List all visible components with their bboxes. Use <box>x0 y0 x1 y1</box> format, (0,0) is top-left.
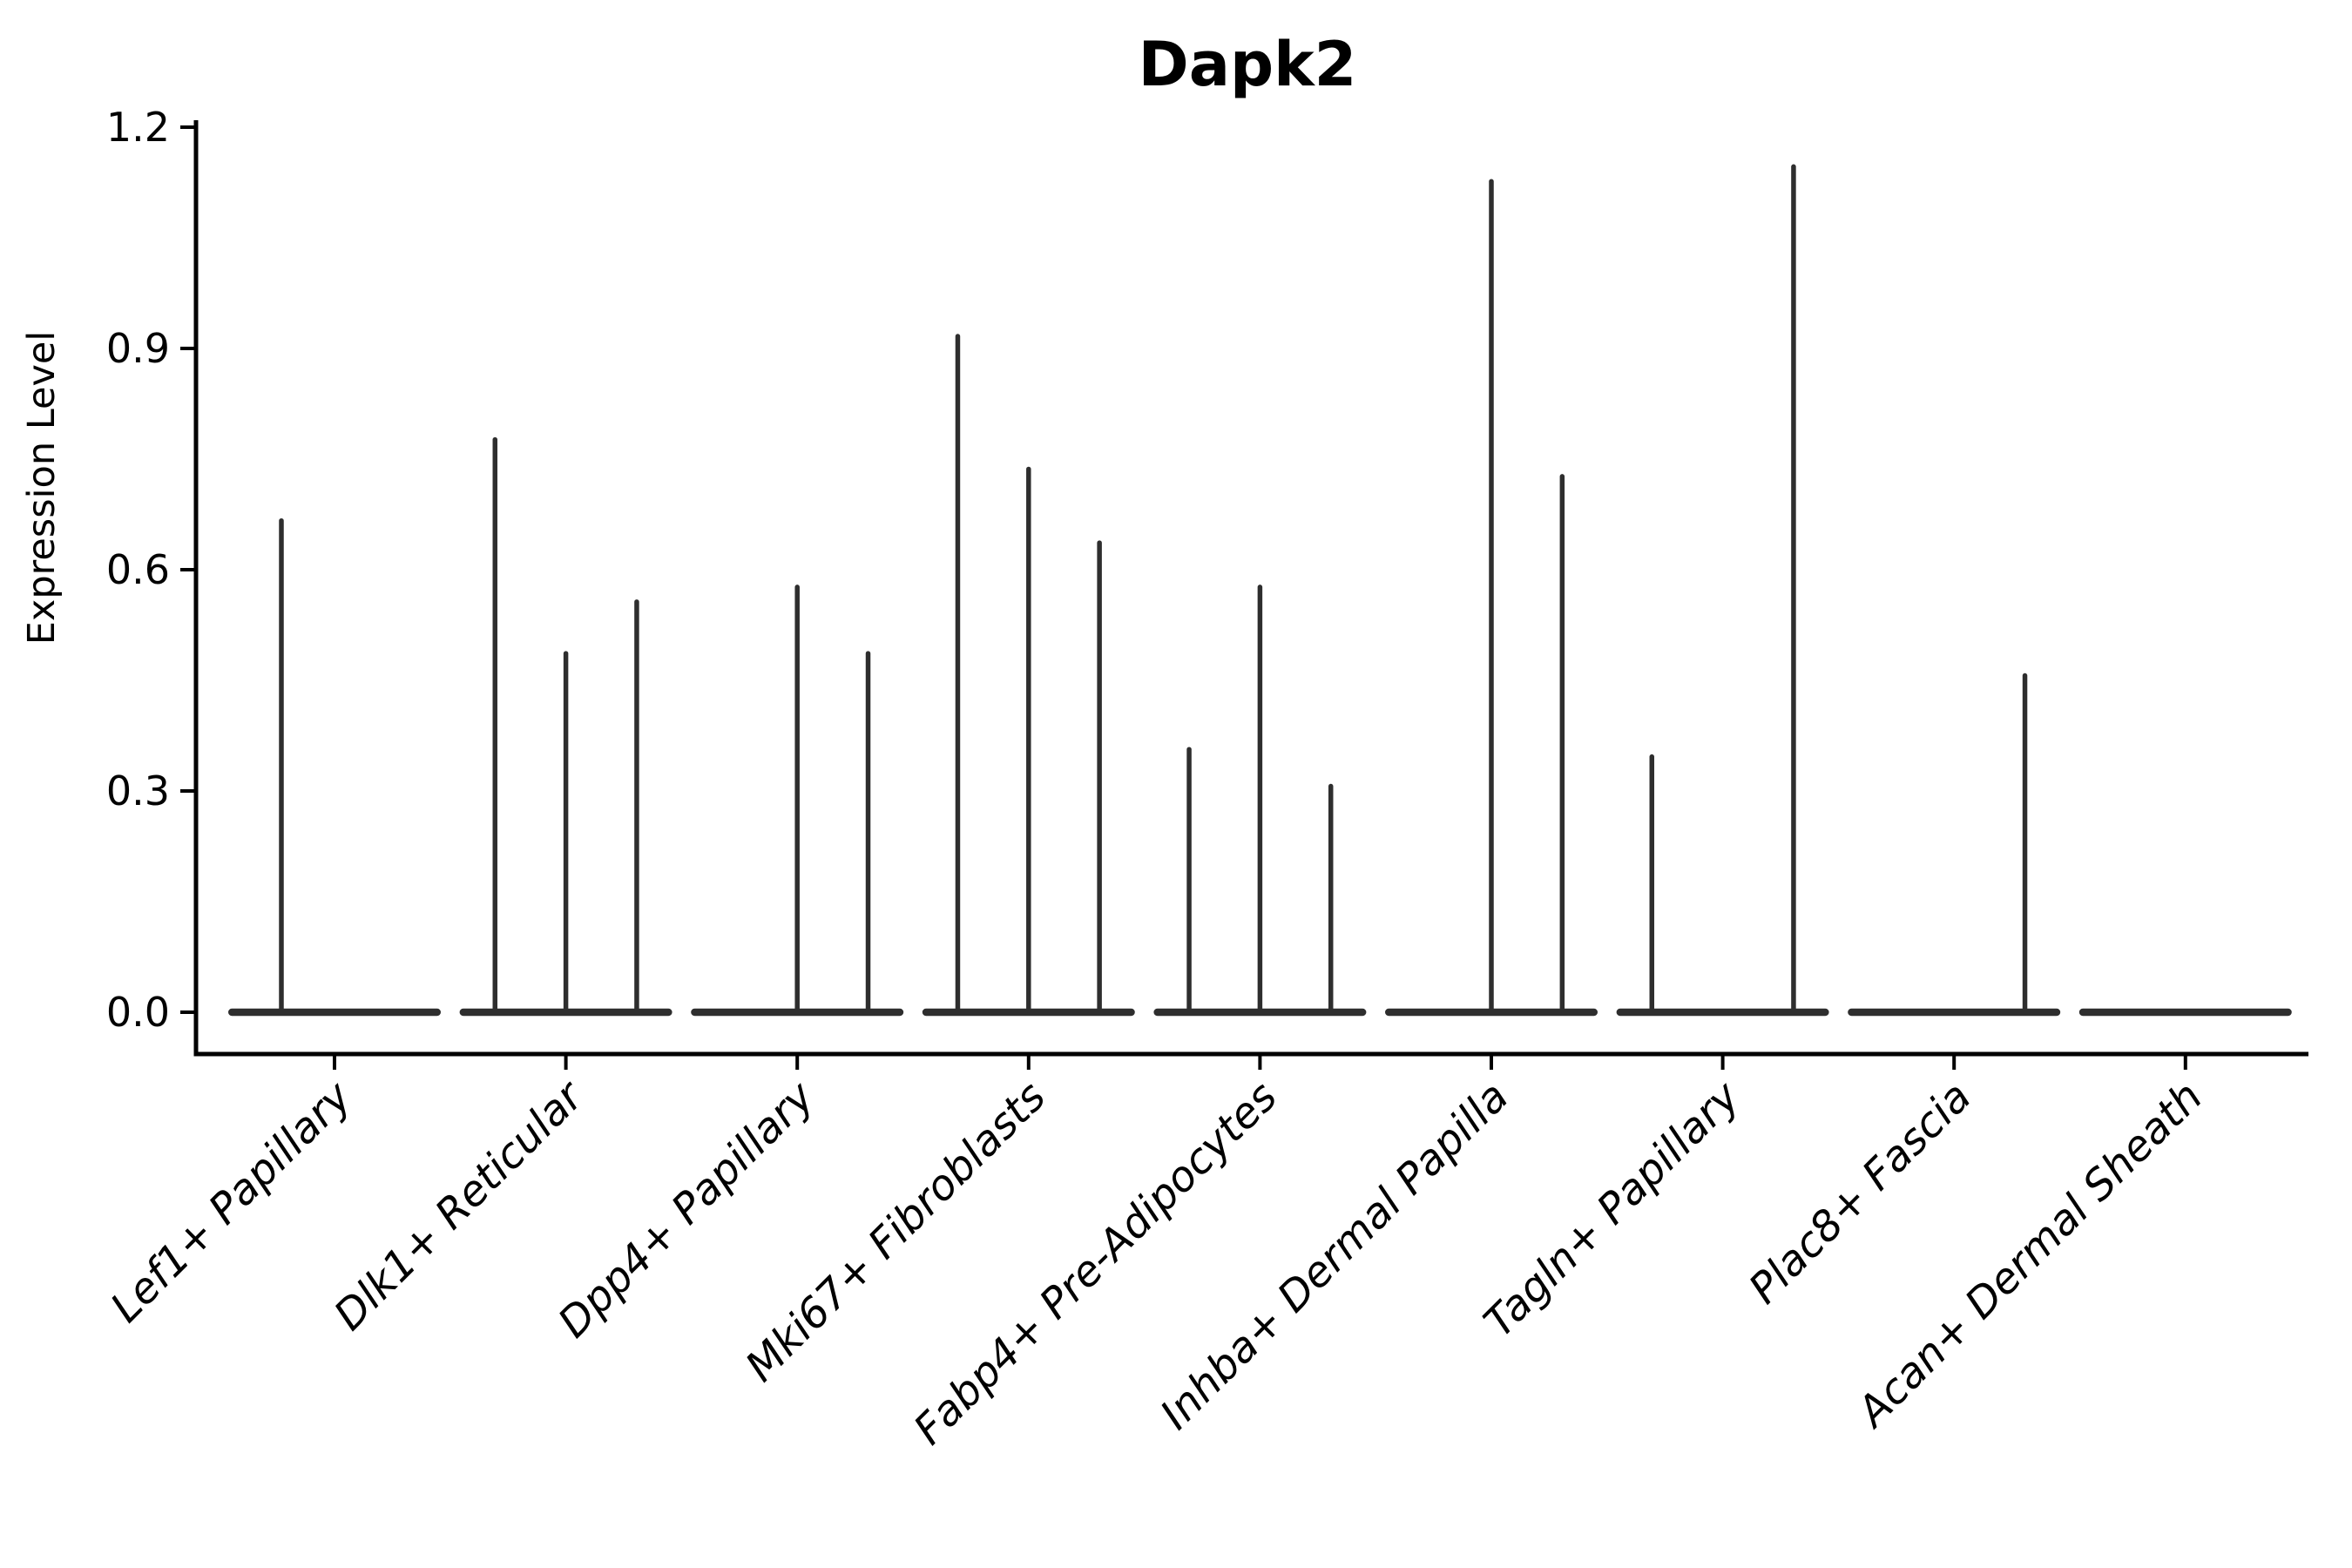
violin-base <box>228 1008 441 1017</box>
x-category-label: Plac8+ Fascia <box>1740 1072 1981 1314</box>
x-category-label: Dpp4+ Papillary <box>549 1071 824 1347</box>
y-tick-label: 0.6 <box>106 546 170 593</box>
y-tick-label: 1.2 <box>106 104 170 151</box>
x-category-label: Dlk1+ Reticular <box>325 1071 595 1341</box>
violin-base <box>1616 1008 1829 1017</box>
x-category-label: Tagln+ Papillary <box>1475 1071 1750 1347</box>
violin-base <box>2078 1008 2292 1017</box>
x-category-label: Lef1+ Papillary <box>101 1071 362 1332</box>
y-tick-label: 0.3 <box>106 767 170 814</box>
y-tick-label: 0.0 <box>106 989 170 1036</box>
y-axis-label: Expression Level <box>20 331 64 645</box>
y-tick-label: 0.9 <box>106 325 170 372</box>
plot-title: Dapk2 <box>1139 29 1357 100</box>
x-category-label: Fabp4+ Pre-Adipocytes <box>904 1072 1287 1455</box>
violin-base <box>1848 1008 2061 1017</box>
